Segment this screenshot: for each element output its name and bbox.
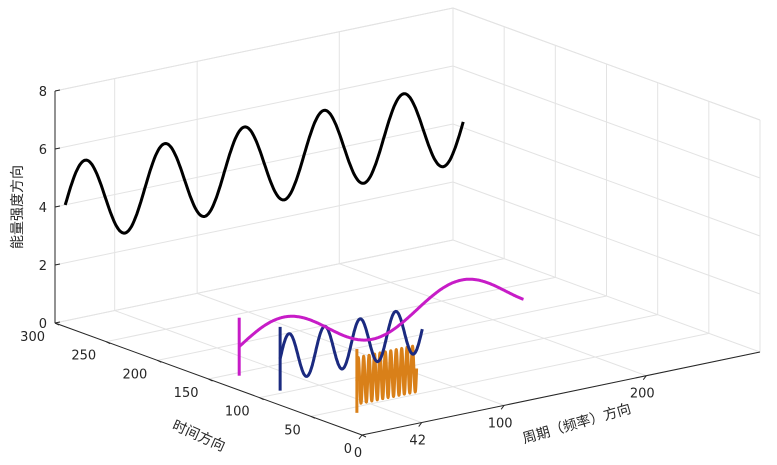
grid-line xyxy=(452,65,761,179)
z-tick-label: 0 xyxy=(39,317,47,332)
y-tick-label: 200 xyxy=(123,367,148,382)
x-tick-label: 0 xyxy=(354,446,362,461)
y-tick-label: 0 xyxy=(344,442,352,457)
y-tick-label: 50 xyxy=(284,423,301,438)
grid-line xyxy=(208,295,607,380)
z-tick-label: 6 xyxy=(39,143,47,158)
series-2-line xyxy=(238,277,524,348)
z-tick-mark xyxy=(54,321,61,324)
grid-line xyxy=(259,314,658,399)
x-tick-mark xyxy=(642,375,647,381)
series-3-line xyxy=(63,92,465,235)
y-tick-label: 300 xyxy=(20,330,45,345)
z-tick-mark xyxy=(54,147,61,150)
grid-line xyxy=(54,65,454,150)
grid-line xyxy=(452,123,761,237)
series-1-line xyxy=(278,309,424,378)
grid-line xyxy=(54,7,454,92)
y-axis-label: 时间方向 xyxy=(170,418,228,455)
grid-line xyxy=(157,276,556,361)
y-tick-mark xyxy=(208,378,213,382)
grid-line xyxy=(54,181,454,266)
z-tick-label: 8 xyxy=(39,85,47,100)
y-tick-label: 250 xyxy=(71,349,96,364)
y-tick-mark xyxy=(259,397,264,401)
z-tick-mark xyxy=(54,205,61,208)
z-tick-mark xyxy=(54,263,61,266)
grid-line xyxy=(54,239,454,324)
y-tick-label: 100 xyxy=(225,405,250,420)
x-tick-mark xyxy=(358,434,363,440)
x-tick-label: 100 xyxy=(488,416,513,431)
x-axis-label: 周期（频率）方向 xyxy=(521,400,633,447)
x-axis-line xyxy=(361,351,761,436)
z-tick-label: 4 xyxy=(39,201,47,216)
series-0-line xyxy=(355,344,419,405)
x-tick-mark xyxy=(418,422,423,427)
z-tick-mark xyxy=(54,89,61,92)
x-tick-mark xyxy=(500,405,505,410)
series-layer xyxy=(63,92,524,413)
y-tick-label: 150 xyxy=(174,386,199,401)
grid-line xyxy=(452,7,761,121)
y-tick-mark xyxy=(157,359,162,363)
y-tick-mark xyxy=(105,341,111,345)
x-tick-label: 200 xyxy=(630,387,655,402)
grid-line xyxy=(310,332,709,417)
z-tick-label: 2 xyxy=(39,259,47,274)
y-tick-mark xyxy=(361,434,367,438)
grid-line xyxy=(452,181,761,295)
grid-line xyxy=(106,258,505,343)
grid-line xyxy=(54,123,454,208)
x-tick-label: 42 xyxy=(409,434,426,449)
y-tick-mark xyxy=(310,415,316,419)
grid-line xyxy=(452,239,761,353)
z-axis-label: 能量强度方向 xyxy=(10,165,26,249)
